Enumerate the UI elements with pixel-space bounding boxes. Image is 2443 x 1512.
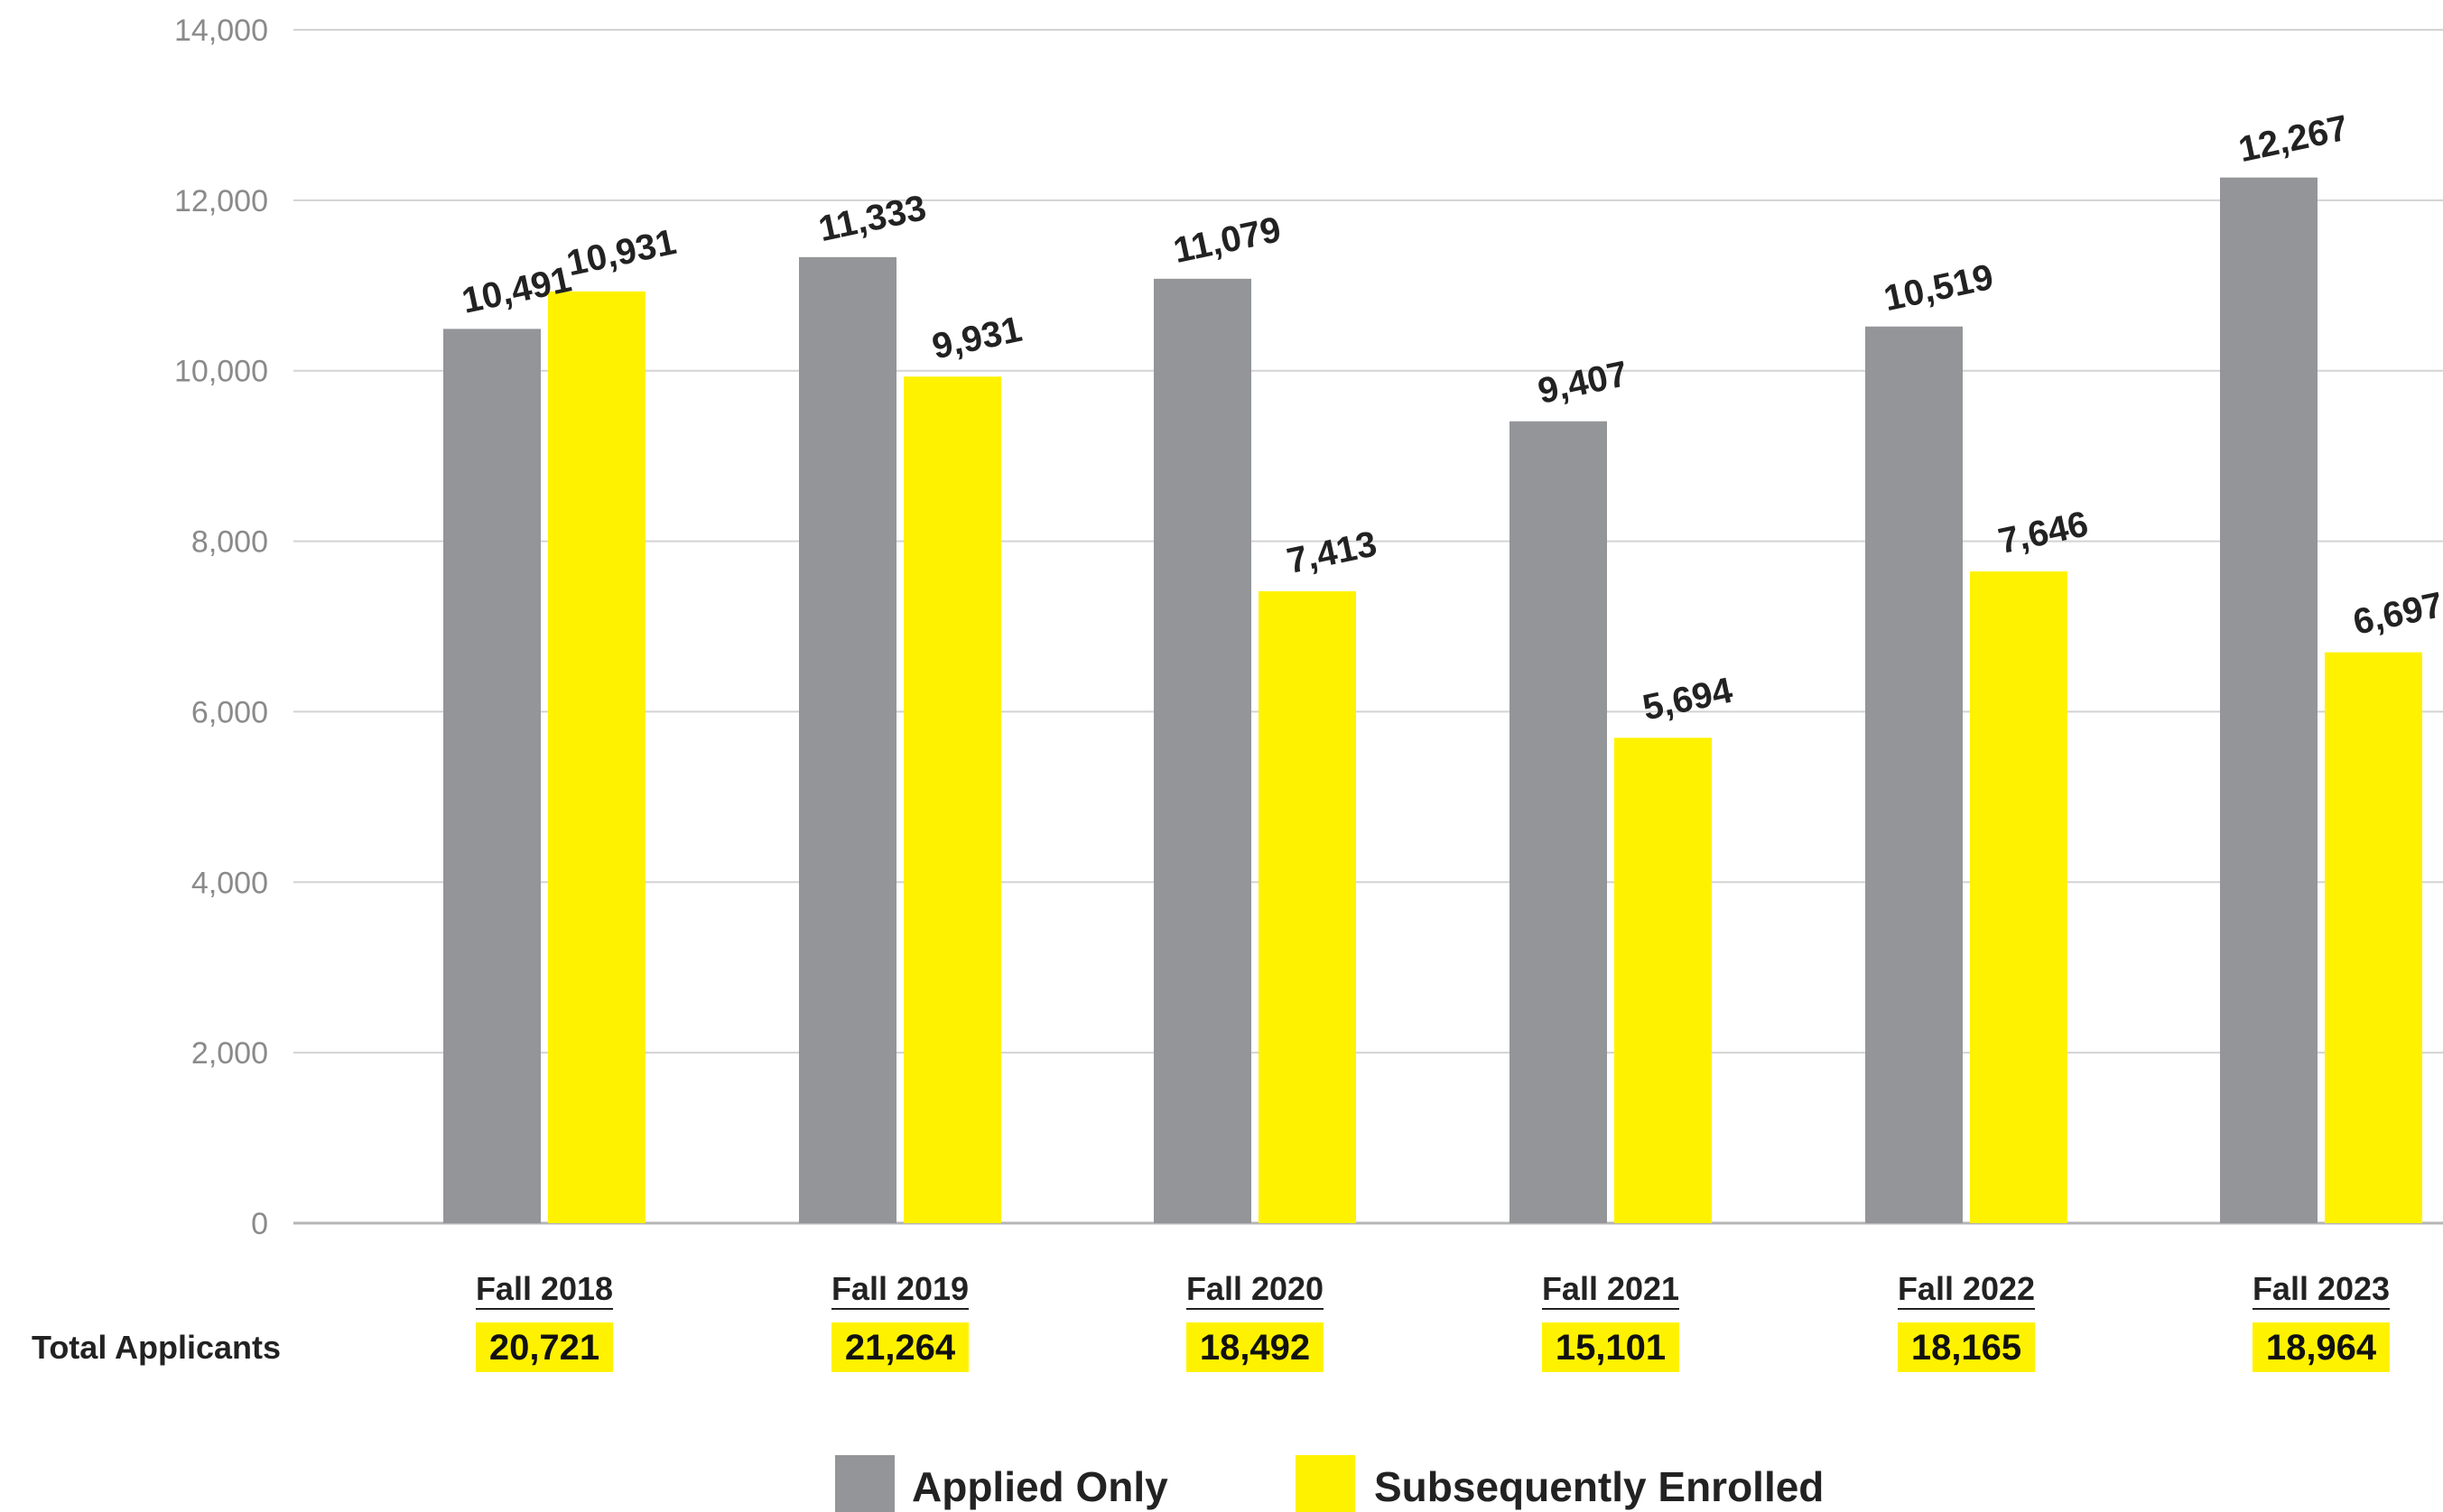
- y-tick-label: 0: [251, 1207, 268, 1241]
- x-axis-categories: Fall 2018 Fall 2019 Fall 2020 Fall 2021 Fall…: [476, 1270, 2390, 1310]
- bar-applied-only-fall-2022: [1865, 326, 1963, 1223]
- total-highlight: [1186, 1322, 1324, 1372]
- x-category-label: Fall 2018: [476, 1270, 613, 1307]
- data-label-subsequently-enrolled-fall-2021: 5,694: [1640, 671, 1737, 728]
- bar-subsequently-enrolled-fall-2022: [1970, 570, 2067, 1223]
- data-label-subsequently-enrolled-fall-2023: 6,697: [2350, 585, 2443, 643]
- total-highlight: [476, 1322, 613, 1372]
- x-category-label: Fall 2021: [1542, 1270, 1679, 1307]
- bar-subsequently-enrolled-fall-2023: [2325, 652, 2422, 1223]
- bar-applied-only-fall-2023: [2220, 177, 2318, 1223]
- bar-applied-only-fall-2020: [1154, 278, 1251, 1223]
- data-label-applied-only-fall-2022: 10,519: [1881, 257, 1997, 319]
- total-applicants-value: 15,101: [1556, 1328, 1666, 1368]
- total-highlight: [1542, 1322, 1679, 1372]
- data-label-applied-only-fall-2020: 11,079: [1170, 209, 1285, 271]
- data-label-subsequently-enrolled-fall-2022: 7,646: [1995, 504, 2092, 561]
- bar-applied-only-fall-2021: [1509, 421, 1607, 1223]
- total-applicants-label: Total Applicants: [32, 1329, 281, 1366]
- total-highlight: [1898, 1322, 2035, 1372]
- bar-subsequently-enrolled-fall-2020: [1259, 591, 1356, 1223]
- data-label-subsequently-enrolled-fall-2020: 7,413: [1284, 524, 1380, 581]
- total-applicants-value: 20,721: [489, 1328, 599, 1368]
- total-applicants-row: Total Applicants 20,721 21,264 18,492 15,10…: [32, 1322, 2390, 1372]
- legend-label-subsequently-enrolled: Subsequently Enrolled: [1374, 1463, 1824, 1510]
- y-tick-label: 8,000: [191, 525, 268, 560]
- total-applicants-value: 18,492: [1200, 1328, 1310, 1368]
- bar-subsequently-enrolled-fall-2018: [548, 291, 646, 1224]
- y-axis-ticks: 0 2,000 4,000 6,000 8,000 10,000 12,000 14,000: [174, 14, 268, 1241]
- y-tick-label: 12,000: [174, 184, 268, 218]
- bar-applied-only-fall-2018: [443, 329, 541, 1223]
- x-category-label: Fall 2023: [2253, 1270, 2390, 1307]
- bar-subsequently-enrolled-fall-2019: [904, 376, 1001, 1223]
- bars: [443, 177, 2422, 1224]
- y-tick-label: 4,000: [191, 866, 268, 900]
- bar-subsequently-enrolled-fall-2021: [1614, 737, 1712, 1223]
- x-category-label: Fall 2019: [831, 1270, 969, 1307]
- total-highlight: [831, 1322, 969, 1372]
- data-label-applied-only-fall-2023: 12,267: [2235, 108, 2352, 170]
- legend-label-applied-only: Applied Only: [912, 1463, 1168, 1510]
- total-applicants-value: 21,264: [845, 1328, 956, 1368]
- data-label-subsequently-enrolled-fall-2019: 9,931: [929, 310, 1026, 367]
- data-label-subsequently-enrolled-fall-2018: 10,931: [563, 222, 680, 283]
- legend-swatch-applied-only: [835, 1455, 895, 1512]
- legend-swatch-subsequently-enrolled: [1296, 1455, 1355, 1512]
- y-tick-label: 6,000: [191, 695, 268, 729]
- total-highlight: [2253, 1322, 2390, 1372]
- data-label-applied-only-fall-2019: 11,333: [815, 188, 930, 249]
- x-category-label: Fall 2020: [1186, 1270, 1324, 1307]
- total-applicants-value: 18,964: [2266, 1328, 2377, 1368]
- y-tick-label: 14,000: [174, 14, 268, 48]
- gridlines: [293, 29, 2443, 1225]
- x-category-label: Fall 2022: [1898, 1270, 2035, 1307]
- y-tick-label: 2,000: [191, 1036, 268, 1071]
- data-label-applied-only-fall-2021: 9,407: [1535, 354, 1631, 412]
- total-applicants-value: 18,165: [1911, 1328, 2021, 1368]
- bar-applied-only-fall-2019: [799, 256, 896, 1223]
- y-tick-label: 10,000: [174, 355, 268, 389]
- legend: Applied Only Subsequently Enrolled: [835, 1455, 1824, 1512]
